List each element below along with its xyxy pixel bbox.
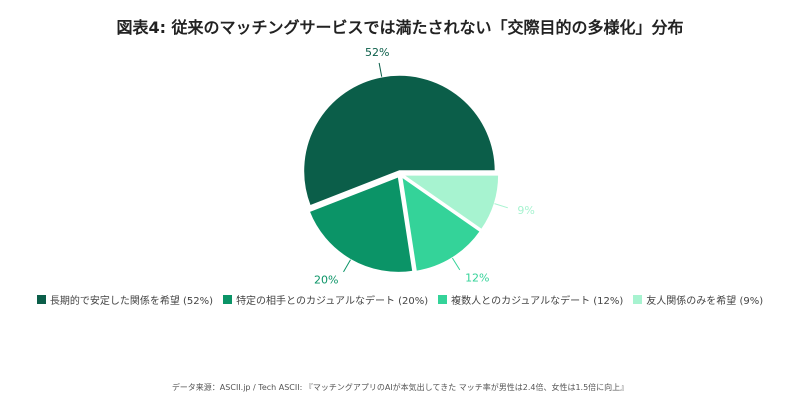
legend-item[interactable]: 特定の相手とのカジュアルなデート (20%) — [223, 292, 428, 307]
leader-line — [494, 203, 508, 209]
legend-item[interactable]: 複数人とのカジュアルなデート (12%) — [438, 292, 623, 307]
legend: 長期的で安定した関係を希望 (52%) 特定の相手とのカジュアルなデート (20%… — [0, 292, 800, 307]
data-label: 20% — [314, 274, 338, 287]
legend-label: 複数人とのカジュアルなデート (12%) — [451, 296, 624, 307]
legend-swatch — [36, 295, 46, 304]
legend-label: 特定の相手とのカジュアルなデート (20%) — [236, 296, 429, 307]
legend-swatch — [633, 295, 643, 304]
pie-slice — [308, 175, 414, 274]
data-label: 52% — [365, 46, 389, 59]
legend-item[interactable]: 長期的で安定した関係を希望 (52%) — [36, 292, 214, 307]
leader-line — [451, 257, 461, 271]
legend-swatch — [438, 295, 448, 304]
data-label: 9% — [517, 204, 534, 217]
leader-line — [378, 62, 383, 77]
data-label: 12% — [465, 271, 489, 284]
legend-swatch — [223, 295, 233, 304]
legend-item[interactable]: 友人関係のみを希望 (9%) — [633, 292, 763, 307]
pie-slice — [400, 174, 500, 231]
legend-label: 長期的で安定した関係を希望 (52%) — [49, 296, 214, 307]
chart-title: 図表4: 従来のマッチングサービスでは満たされない「交際目的の多様化」分布 — [116, 18, 684, 37]
source-note: データ来源：ASCII.jp / Tech ASCII: 『マッチングアプリのA… — [171, 383, 629, 392]
leader-line — [343, 259, 351, 273]
legend-label: 友人関係のみを希望 (9%) — [646, 296, 764, 307]
